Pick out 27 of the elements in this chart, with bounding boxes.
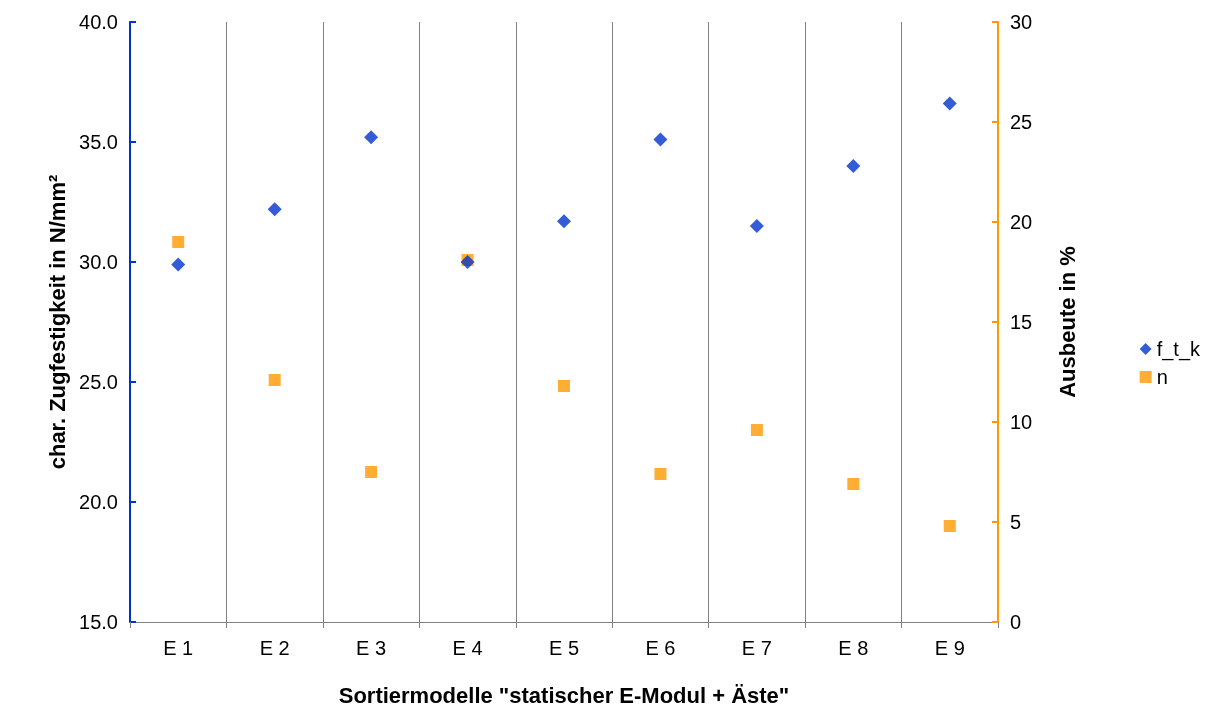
y2-tick-label: 20 [1010,211,1033,233]
y-tick-label: 15.0 [79,611,118,633]
y2-axis-title: Ausbeute in % [1054,246,1080,398]
x-axis-title: Sortiermodelle "statischer E-Modul + Äste" [338,682,790,708]
x-tick-label: E 6 [645,637,676,659]
y2-tick-label: 25 [1010,111,1033,133]
x-tick-label: E 1 [163,637,194,659]
x-tick-label: E 4 [452,637,483,659]
x-tick-label: E 3 [356,637,387,659]
x-tick-label: E 8 [838,637,869,659]
x-tick-label: E 9 [934,637,965,659]
y-tick-label: 20.0 [79,491,118,513]
y-tick-label: 40.0 [79,11,118,33]
y2-tick-label: 10 [1010,411,1033,433]
legend-label: n [1156,366,1168,388]
y-tick-label: 30.0 [79,251,118,273]
legend-label: f_t_k [1156,338,1201,361]
x-tick-label: E 2 [259,637,290,659]
x-tick-label: E 5 [548,637,580,659]
x-tick-label: E 7 [741,637,772,659]
y2-tick-label: 30 [1010,11,1033,33]
y-tick-label: 35.0 [79,131,118,153]
y2-tick-label: 15 [1010,311,1033,333]
y-axis-title: char. Zugfestigkeit in N/mm² [44,174,70,470]
y2-tick-label: 0 [1010,611,1022,633]
y2-tick-label: 5 [1010,511,1022,533]
y-tick-label: 25.0 [79,371,118,393]
